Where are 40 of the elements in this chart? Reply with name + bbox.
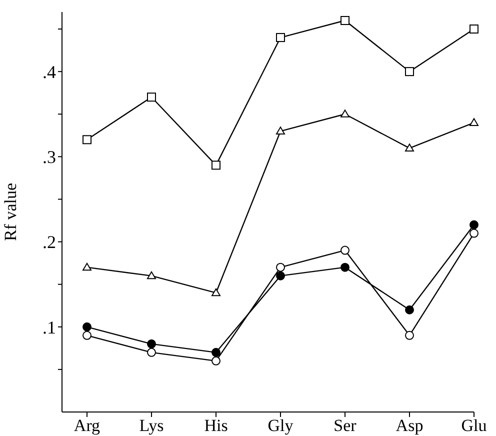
y-tick-label: .3: [42, 147, 56, 168]
point: [276, 126, 285, 134]
point: [82, 135, 92, 144]
point: [212, 160, 220, 170]
x-tick-label: Glu: [461, 416, 488, 436]
point: [470, 24, 478, 34]
point: [405, 67, 414, 76]
y-axis-title: Rf value: [1, 182, 20, 242]
x-tick-label: Asp: [396, 416, 424, 436]
y-tick-label: .4: [42, 62, 56, 82]
point: [82, 262, 92, 271]
point: [147, 339, 156, 348]
x-tick-label: Ser: [334, 416, 357, 436]
point: [212, 288, 220, 296]
point: [212, 348, 220, 357]
point: [276, 262, 285, 272]
point: [340, 262, 350, 272]
point: [405, 144, 414, 152]
x-tick-label: Gly: [268, 416, 294, 436]
point: [276, 271, 285, 280]
x-tick-label: His: [204, 416, 228, 436]
point: [82, 322, 92, 332]
y-tick-label: .1: [42, 317, 56, 338]
point: [405, 330, 414, 340]
point: [147, 271, 156, 280]
point: [276, 33, 285, 42]
point: [340, 16, 350, 26]
point: [212, 356, 220, 366]
point: [147, 92, 156, 102]
point: [340, 246, 350, 255]
x-tick-label: Arg: [74, 416, 101, 436]
point: [405, 305, 414, 314]
x-tick-label: Lys: [139, 416, 164, 436]
point: [147, 348, 156, 357]
y-tick-label: .2: [42, 232, 56, 252]
point: [82, 330, 92, 340]
point: [340, 110, 350, 118]
point: [470, 220, 478, 230]
point: [470, 228, 478, 238]
point: [470, 118, 478, 126]
